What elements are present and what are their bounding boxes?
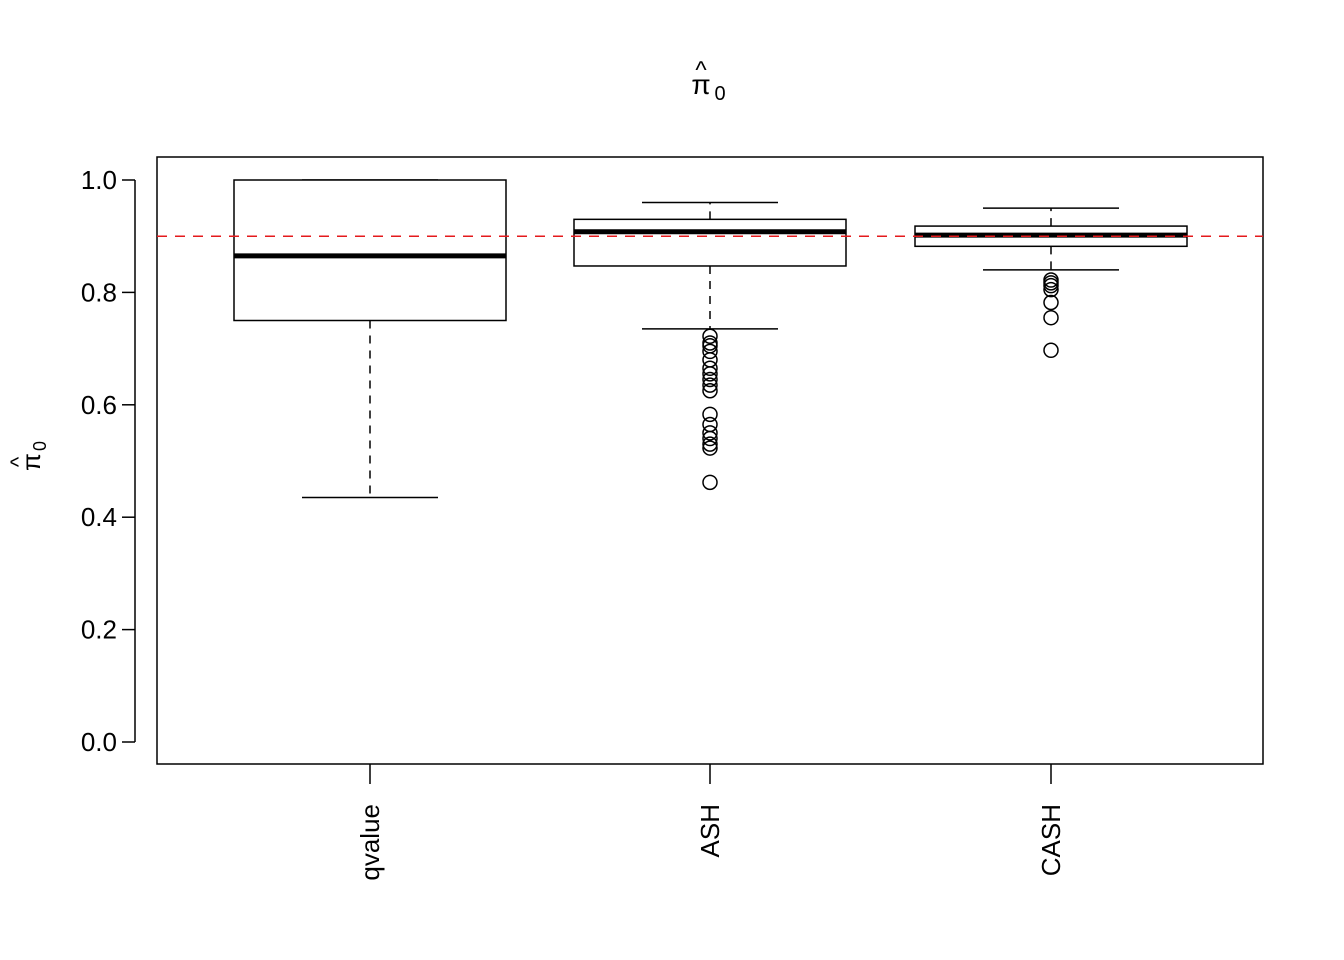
x-tick-label: ASH — [695, 804, 725, 857]
y-tick-label: 0.8 — [81, 277, 117, 307]
outlier-point — [702, 371, 718, 388]
outlier-point — [702, 377, 718, 393]
y-axis-label: ^ π 0 — [6, 441, 50, 471]
outlier-point — [1043, 281, 1059, 298]
outlier-point — [702, 416, 718, 433]
y-axis: 0.0 0.2 0.4 0.6 0.8 1.0 — [81, 165, 136, 757]
chart-title-subscript: 0 — [714, 83, 725, 105]
box-qvalue — [233, 179, 507, 499]
outlier-point — [1043, 309, 1059, 326]
outlier-point — [702, 406, 718, 423]
outlier-point — [702, 343, 718, 360]
outlier-point — [702, 425, 718, 441]
box-rect — [233, 179, 507, 322]
box-cash — [914, 207, 1188, 359]
y-axis-label-subscript: 0 — [30, 441, 50, 451]
outlier-point — [702, 440, 718, 456]
y-tick-label: 0.6 — [81, 390, 117, 420]
outlier-point — [702, 383, 718, 399]
y-axis-label-hat: ^ — [6, 456, 31, 467]
chart-title: ^ π 0 — [691, 57, 725, 105]
outlier-point — [702, 430, 718, 447]
outlier-point — [1043, 294, 1059, 311]
y-axis-label-main: π — [16, 453, 46, 471]
y-tick-label: 0.4 — [81, 502, 117, 532]
box-ash — [573, 201, 847, 491]
outlier-point — [702, 352, 718, 368]
outlier-point — [702, 360, 718, 377]
x-tick-label: qvalue — [355, 804, 385, 881]
box-rect — [573, 218, 847, 267]
outlier-point — [702, 328, 718, 344]
chart-title-hat: ^ — [695, 57, 707, 84]
boxes — [233, 179, 1188, 499]
outlier-point — [1043, 277, 1059, 294]
outlier-point — [702, 474, 718, 491]
outlier-point — [702, 366, 718, 382]
y-tick-label: 0.2 — [81, 615, 117, 645]
outlier-point — [1043, 342, 1059, 359]
x-axis: qvalue ASH CASH — [355, 764, 1066, 881]
outlier-point — [702, 436, 718, 452]
y-tick-label: 0.0 — [81, 727, 117, 757]
chart-title-main: π — [691, 69, 710, 100]
y-tick-label: 1.0 — [81, 165, 117, 195]
x-tick-label: CASH — [1036, 804, 1066, 876]
